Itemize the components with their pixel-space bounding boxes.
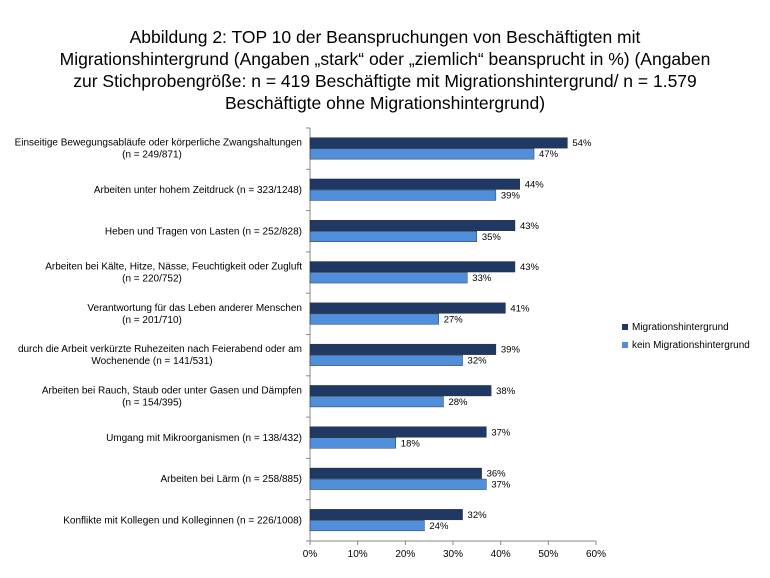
bar-no-migration: [309, 313, 439, 325]
data-label: 38%: [496, 386, 516, 397]
x-tick-label: 50%: [538, 549, 558, 560]
x-tick-label: 60%: [586, 549, 606, 560]
data-label: 36%: [487, 469, 507, 480]
legend-swatch: [622, 324, 628, 330]
data-label: 39%: [501, 345, 521, 356]
data-label: 43%: [520, 221, 540, 232]
bar-migration: [309, 220, 516, 231]
bar-migration: [309, 261, 516, 273]
bar-migration: [309, 343, 497, 355]
x-tick-label: 40%: [491, 549, 511, 560]
data-label: 43%: [520, 262, 540, 273]
category-label: (n = 201/710): [122, 315, 182, 326]
category-label: (n = 249/871): [122, 150, 182, 161]
bar-no-migration: [309, 478, 487, 490]
data-label: 44%: [525, 179, 545, 190]
x-tick-label: 10%: [348, 549, 368, 560]
data-label: 37%: [491, 427, 511, 438]
bar-no-migration: [309, 396, 444, 408]
category-label: Heben und Tragen von Lasten (n = 252/828…: [105, 226, 302, 237]
data-label: 32%: [468, 510, 488, 521]
x-tick-label: 20%: [395, 549, 415, 560]
data-label: 33%: [472, 273, 492, 284]
category-label: Arbeiten unter hohem Zeitdruck (n = 323/…: [94, 185, 302, 196]
bar-no-migration: [309, 189, 497, 201]
bar-migration: [309, 385, 492, 397]
legend-label: Migrationshintergrund: [632, 322, 729, 333]
data-label: 41%: [510, 303, 530, 314]
title-line-2: Migrationshintergrund (Angaben „stark“ o…: [59, 49, 711, 69]
x-tick-label: 0%: [303, 549, 318, 560]
data-label: 28%: [448, 397, 468, 408]
category-label: Arbeiten bei Lärm (n = 258/885): [161, 474, 302, 485]
category-label: (n = 154/395): [122, 397, 182, 408]
category-label: Konflikte mit Kollegen und Kolleginnen (…: [63, 515, 302, 526]
category-label: Arbeiten bei Kälte, Hitze, Nässe, Feucht…: [45, 262, 302, 273]
title-line-1: Abbildung 2: TOP 10 der Beanspruchungen …: [129, 27, 641, 47]
category-label: Umgang mit Mikroorganismen (n = 138/432): [106, 433, 302, 444]
data-label: 24%: [429, 521, 449, 532]
bar-migration: [309, 467, 482, 479]
legend-swatch: [622, 342, 628, 348]
chart-title: Abbildung 2: TOP 10 der Beanspruchungen …: [20, 26, 750, 114]
data-label: 27%: [444, 314, 464, 325]
category-label: Arbeiten bei Rauch, Staub oder unter Gas…: [42, 385, 302, 396]
bar-migration: [309, 302, 506, 314]
category-label: (n = 220/752): [122, 274, 182, 285]
bar-no-migration: [309, 231, 478, 242]
bar-no-migration: [309, 520, 425, 532]
category-label: Einseitige Bewegungsabläufe oder körperl…: [15, 138, 302, 149]
data-label: 32%: [468, 356, 488, 367]
category-label: durch die Arbeit verkürzte Ruhezeiten na…: [18, 344, 302, 355]
legend-label: kein Migrationshintergrund: [632, 340, 750, 351]
category-label: Verantwortung für das Leben anderer Mens…: [87, 303, 302, 314]
data-label: 47%: [539, 149, 559, 160]
bar-migration: [309, 178, 520, 190]
bar-no-migration: [309, 148, 535, 160]
bar-no-migration: [309, 437, 397, 449]
bar-no-migration: [309, 354, 463, 366]
title-line-4: Beschäftigte ohne Migrationshintergrund): [224, 93, 546, 113]
data-label: 39%: [501, 190, 521, 201]
bar-migration: [309, 137, 568, 149]
data-label: 54%: [572, 138, 592, 149]
bar-migration: [309, 509, 463, 521]
category-label: Wochenende (n = 141/531): [91, 356, 212, 367]
bar-migration: [309, 426, 487, 438]
title-line-3: zur Stichprobengröße: n = 419 Beschäftig…: [73, 71, 697, 91]
x-tick-label: 30%: [443, 549, 463, 560]
data-label: 18%: [401, 438, 421, 449]
bar-no-migration: [309, 272, 468, 284]
data-label: 35%: [482, 232, 502, 243]
data-label: 37%: [491, 480, 511, 491]
